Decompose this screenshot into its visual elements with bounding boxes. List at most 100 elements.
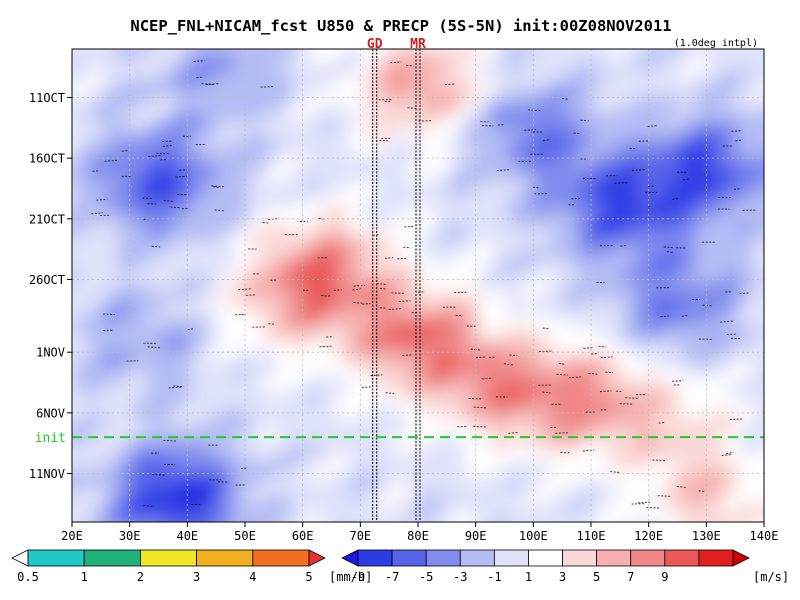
field-cell <box>435 172 451 182</box>
field-cell <box>74 486 90 496</box>
field-cell <box>190 147 206 157</box>
field-cell <box>464 181 480 191</box>
field-cell <box>435 121 451 131</box>
field-cell <box>118 385 134 395</box>
field-cell <box>247 274 263 284</box>
field-cell <box>435 385 451 395</box>
field-cell <box>190 155 206 165</box>
field-cell <box>752 401 764 411</box>
field-cell <box>507 520 523 522</box>
field-cell <box>334 283 350 293</box>
field-cell <box>377 368 393 378</box>
field-cell <box>637 155 653 165</box>
field-cell <box>320 240 335 250</box>
field-cell <box>608 520 624 522</box>
field-cell <box>666 189 681 199</box>
field-cell <box>175 486 191 496</box>
field-cell <box>74 418 90 428</box>
colorbar-label: 3 <box>193 570 200 584</box>
field-cell <box>709 444 725 454</box>
field-cell <box>118 274 134 284</box>
field-cell <box>767 258 782 267</box>
field-cell <box>709 376 725 386</box>
field-cell <box>723 172 739 182</box>
field-cell <box>579 334 595 344</box>
field-cell <box>175 478 191 488</box>
field-cell <box>694 79 710 89</box>
field-cell <box>204 385 220 395</box>
field-cell <box>680 113 696 123</box>
field-cell <box>305 172 321 182</box>
field-cell <box>72 435 76 445</box>
field-cell <box>420 359 436 369</box>
field-cell <box>637 257 653 267</box>
field-cell <box>493 172 508 182</box>
field-cell <box>464 49 480 55</box>
field-cell <box>622 435 638 445</box>
field-cell <box>493 232 508 242</box>
field-cell <box>291 495 307 505</box>
field-cell <box>521 283 537 293</box>
field-cell <box>622 206 638 216</box>
field-cell <box>608 291 624 301</box>
field-cell <box>147 317 162 327</box>
field-cell <box>334 130 350 140</box>
field-cell <box>478 155 494 165</box>
field-cell <box>550 181 566 191</box>
field-cell <box>334 376 350 386</box>
field-cell <box>637 291 653 301</box>
field-cell <box>521 223 537 233</box>
contour-dash <box>379 287 387 290</box>
field-cell <box>74 87 90 97</box>
field-cell <box>204 469 220 479</box>
field-cell <box>752 334 764 344</box>
field-cell <box>536 198 552 208</box>
field-cell <box>320 223 335 233</box>
field-cell <box>435 444 451 454</box>
field-cell <box>449 495 465 505</box>
field-cell <box>723 138 739 148</box>
field-cell <box>449 410 465 420</box>
field-cell <box>507 172 523 182</box>
field-cell <box>724 529 739 538</box>
field-cell <box>74 503 90 513</box>
field-cell <box>521 410 537 420</box>
field-cell <box>637 452 653 462</box>
contour-dash <box>352 288 362 291</box>
field-cell <box>565 37 580 46</box>
field-cell <box>305 206 321 216</box>
field-cell <box>723 368 739 378</box>
field-cell <box>435 435 451 445</box>
field-cell <box>709 121 725 131</box>
field-cell <box>752 249 764 259</box>
field-cell <box>147 240 162 250</box>
field-cell <box>118 512 134 522</box>
field-cell <box>377 291 393 301</box>
field-cell <box>622 325 638 335</box>
field-cell <box>622 486 638 496</box>
field-cell <box>305 257 321 267</box>
field-cell <box>262 266 278 276</box>
field-cell <box>680 172 696 182</box>
field-cell <box>565 376 580 386</box>
field-cell <box>233 368 249 378</box>
field-cell <box>680 257 696 267</box>
field-cell <box>767 410 782 419</box>
field-cell <box>608 70 624 80</box>
field-cell <box>406 138 422 148</box>
field-cell <box>622 198 638 208</box>
contour-dash <box>404 225 415 228</box>
field-cell <box>493 181 508 191</box>
field-cell <box>694 70 710 80</box>
field-cell <box>233 503 249 513</box>
field-cell <box>723 266 739 276</box>
field-cell <box>565 478 580 488</box>
field-cell <box>392 435 408 445</box>
field-cell <box>507 444 523 454</box>
contour-dash <box>605 371 614 374</box>
field-cell <box>406 444 422 454</box>
contour-dash <box>726 452 734 454</box>
field-cell <box>262 232 278 242</box>
field-cell <box>478 215 494 225</box>
field-cell <box>608 317 624 327</box>
